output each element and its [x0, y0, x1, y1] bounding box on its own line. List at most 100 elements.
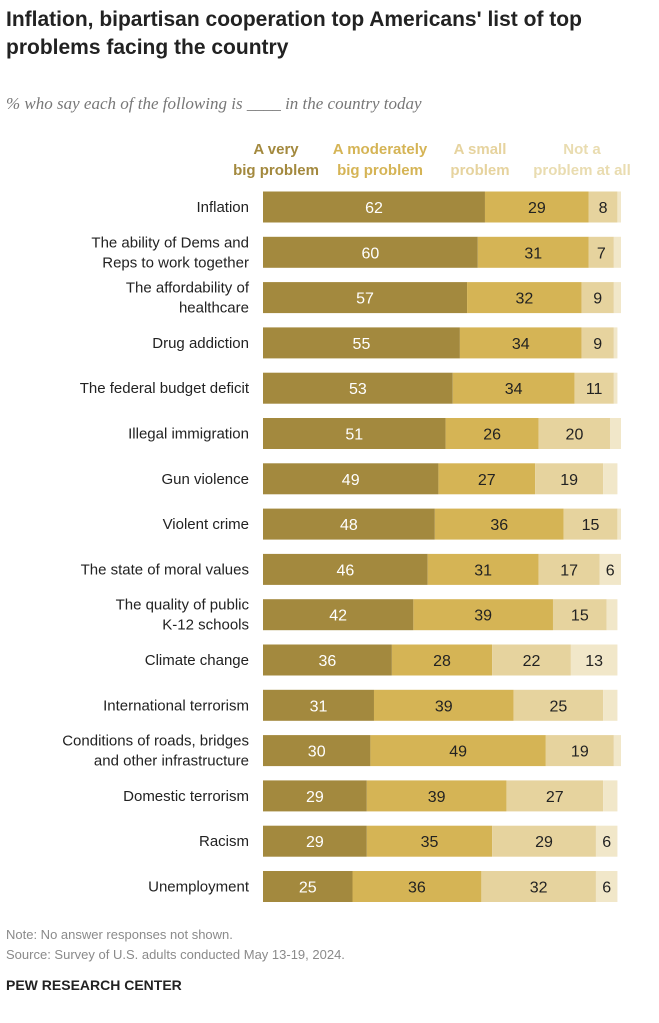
- data-label: 22: [523, 653, 541, 670]
- bar-segment: [610, 418, 621, 449]
- bar-segment: [613, 327, 618, 359]
- bar-segment: [613, 236, 621, 268]
- data-label: 55: [353, 336, 371, 353]
- category-label: Gun violence: [161, 471, 249, 488]
- bar-segment: [606, 599, 618, 631]
- data-label: 60: [362, 245, 380, 262]
- data-label: 29: [306, 789, 324, 806]
- bar-segment: [613, 735, 621, 767]
- bar-segment: [263, 282, 468, 314]
- bar-segment: [588, 191, 618, 223]
- data-label: 19: [560, 472, 578, 489]
- bar-segment: [352, 871, 482, 902]
- data-label: 39: [474, 608, 492, 625]
- legend-label: A very: [253, 141, 299, 158]
- data-label: 42: [329, 608, 347, 625]
- legend-label: problem at all: [533, 162, 631, 179]
- data-label: 51: [345, 427, 363, 444]
- bar-segment: [370, 735, 546, 767]
- bar-segment: [603, 463, 618, 495]
- category-label: The affordability of: [126, 280, 250, 297]
- category-label: Climate change: [145, 652, 249, 669]
- data-label: 27: [546, 789, 564, 806]
- category-label: Inflation: [196, 199, 249, 216]
- bar-segment: [599, 553, 621, 585]
- bar-segment: [366, 780, 507, 812]
- data-label: 32: [515, 291, 533, 308]
- bar-segment: [581, 282, 614, 314]
- bar-segment: [263, 236, 478, 268]
- data-label: 48: [340, 517, 358, 534]
- bar-segment: [263, 463, 439, 495]
- chart-subtitle: % who say each of the following is ____ …: [6, 94, 422, 113]
- bar-segment: [484, 191, 589, 223]
- bar-segment: [263, 327, 460, 359]
- data-label: 34: [512, 336, 530, 353]
- bar-segment: [581, 327, 614, 359]
- data-label: 35: [421, 834, 439, 851]
- bar-segment: [373, 689, 514, 721]
- bar-segment: [263, 508, 435, 540]
- bar-segment: [603, 780, 618, 812]
- bar-segment: [617, 191, 621, 223]
- category-label: Illegal immigration: [128, 426, 249, 443]
- bar-segment: [535, 463, 604, 495]
- data-label: 34: [505, 381, 523, 398]
- data-label: 8: [599, 200, 608, 217]
- data-label: 49: [342, 472, 360, 489]
- legend-label: big problem: [233, 162, 319, 179]
- data-label: 11: [586, 381, 603, 398]
- bar-segment: [595, 825, 618, 857]
- data-label: 46: [336, 562, 354, 579]
- data-label: 39: [435, 698, 453, 715]
- data-label: 6: [606, 562, 615, 579]
- legend-label: Not a: [563, 141, 601, 158]
- data-label: 15: [571, 608, 589, 625]
- data-label: 53: [349, 381, 367, 398]
- category-label: K-12 schools: [162, 617, 249, 634]
- data-label: 49: [449, 744, 467, 761]
- bar-segment: [492, 644, 571, 676]
- data-label: 9: [593, 336, 602, 353]
- bar-segment: [263, 689, 374, 721]
- bar-segment: [492, 825, 596, 857]
- data-label: 32: [530, 880, 548, 897]
- bar-segment: [570, 644, 618, 676]
- bar-segment: [263, 644, 392, 676]
- data-label: 9: [593, 291, 602, 308]
- category-label: Unemployment: [148, 879, 250, 896]
- category-label: Domestic terrorism: [123, 788, 249, 805]
- bar-segment: [603, 689, 618, 721]
- category-label: Reps to work together: [102, 254, 249, 271]
- legend-label: A small: [454, 141, 507, 158]
- category-label: The state of moral values: [81, 561, 249, 578]
- category-label: Conditions of roads, bridges: [62, 733, 249, 750]
- category-label: The federal budget deficit: [80, 380, 250, 397]
- bar-segment: [538, 553, 600, 585]
- category-label: International terrorism: [103, 697, 249, 714]
- bar-segment: [263, 735, 371, 767]
- bar-segment: [481, 871, 596, 902]
- data-label: 17: [560, 562, 578, 579]
- data-label: 13: [585, 653, 603, 670]
- bar-segment: [263, 871, 353, 902]
- category-label: Drug addiction: [152, 335, 249, 352]
- bar-segment: [574, 372, 614, 404]
- data-label: 25: [299, 880, 317, 897]
- bar-segment: [263, 825, 367, 857]
- bar-segment: [263, 418, 446, 449]
- bar-segment: [263, 372, 453, 404]
- bar-segment: [445, 418, 539, 449]
- category-label: The quality of public: [116, 597, 250, 614]
- bar-segment: [506, 780, 604, 812]
- bar-segment: [263, 599, 414, 631]
- bar-segment: [459, 327, 582, 359]
- data-label: 36: [490, 517, 508, 534]
- bar-segment: [538, 418, 611, 449]
- chart-title: Inflation, bipartisan cooperation top Am…: [6, 8, 582, 59]
- data-label: 31: [474, 562, 492, 579]
- bar-segment: [434, 508, 564, 540]
- bar-segment: [613, 282, 621, 314]
- bar-segment: [617, 508, 621, 540]
- data-label: 6: [602, 834, 611, 851]
